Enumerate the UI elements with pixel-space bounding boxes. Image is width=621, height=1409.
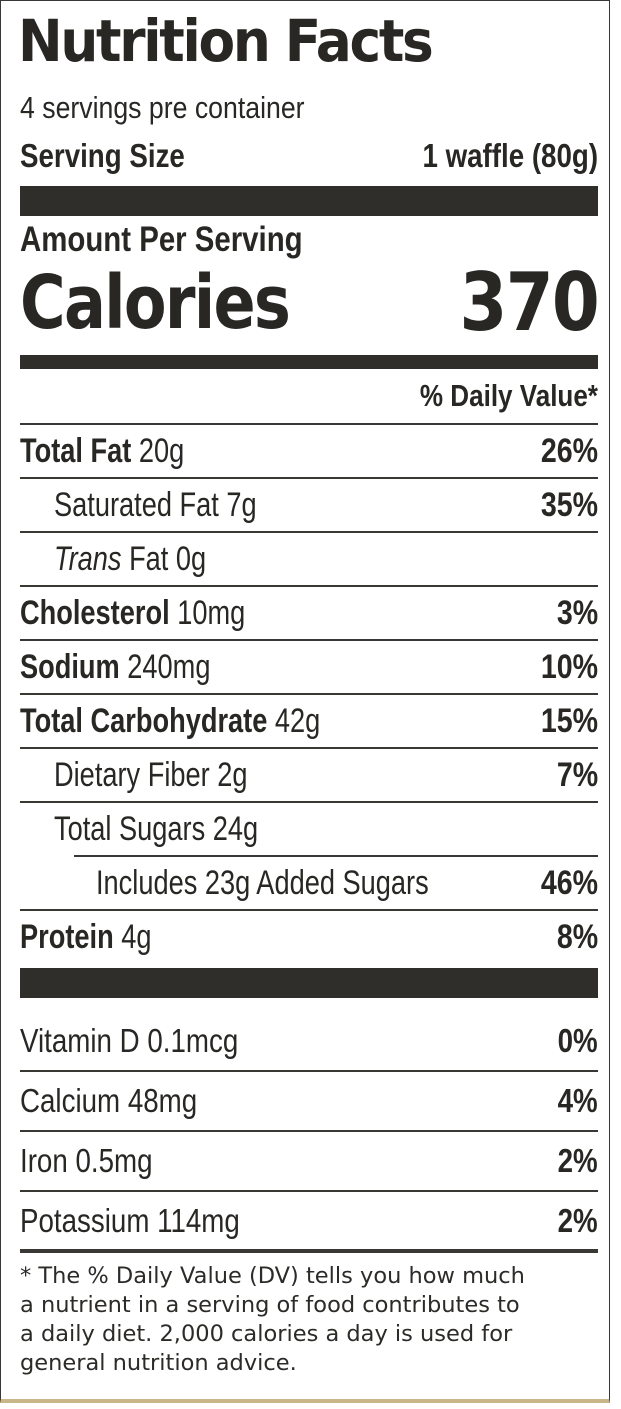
vitamin-name: Calcium 48mg [20, 1082, 198, 1119]
nutrition-facts-label [0, 0, 610, 1403]
label-title: Nutrition Facts [18, 7, 434, 75]
nutrient-row-added-sugars: Includes 23g Added Sugars 46% [74, 855, 598, 909]
nutrient-dv: 10% [540, 648, 598, 686]
nutrient-row-protein: Protein 4g 8% [20, 909, 598, 963]
nutrient-dv: 3% [556, 594, 598, 632]
nutrient-name: Sodium [20, 648, 120, 686]
thick-divider-top [20, 186, 598, 216]
vitamin-row-iron: Iron 0.5mg 2% [20, 1130, 598, 1188]
nutrient-dv: 8% [556, 918, 598, 956]
nutrient-name: Total Sugars 24g [54, 810, 259, 848]
vitamin-dv: 2% [557, 1142, 598, 1179]
daily-value-footnote: * The % Daily Value (DV) tells you how m… [20, 1262, 600, 1378]
footnote-line: a nutrient in a serving of food contribu… [20, 1292, 520, 1318]
footnote-line: general nutrition advice. [20, 1350, 297, 1376]
nutrient-row-total-carbohydrate: Total Carbohydrate 42g 15% [20, 693, 598, 747]
vitamin-name: Iron 0.5mg [20, 1142, 153, 1179]
nutrient-name: Total Carbohydrate [20, 702, 268, 740]
footnote-line: * The % Daily Value (DV) tells you how m… [20, 1263, 525, 1289]
nutrient-row-total-sugars: Total Sugars 24g [20, 801, 598, 855]
servings-per-container: 4 servings pre container [20, 90, 305, 125]
nutrient-name: Saturated Fat 7g [54, 486, 257, 524]
nutrient-name: Fat 0g [121, 540, 207, 578]
vitamin-dv: 2% [557, 1202, 598, 1239]
vitamin-dv: 4% [557, 1082, 598, 1119]
nutrient-name: Total Fat [20, 432, 132, 470]
nutrient-amount: 42g [274, 702, 321, 740]
nutrient-name: Protein [20, 918, 114, 956]
nutrient-row-saturated-fat: Saturated Fat 7g 35% [20, 477, 598, 531]
footnote-line: a daily diet. 2,000 calories a day is us… [20, 1321, 513, 1347]
vitamin-row-potassium: Potassium 114mg 2% [20, 1190, 598, 1248]
nutrient-row-cholesterol: Cholesterol 10mg 3% [20, 585, 598, 639]
nutrient-name: Cholesterol [20, 594, 170, 632]
nutrient-name-italic: Trans [54, 540, 122, 578]
nutrient-dv: 15% [540, 702, 598, 740]
calories-row: Calories 370 [20, 256, 600, 349]
vitamin-name: Vitamin D 0.1mcg [20, 1022, 239, 1059]
calories-label: Calories [20, 260, 291, 346]
daily-value-header: % Daily Value* [419, 378, 598, 413]
nutrient-amount: 10mg [177, 594, 246, 632]
footnote-divider [20, 1249, 598, 1253]
thick-divider-bottom [20, 968, 598, 998]
nutrient-amount: 4g [121, 918, 152, 956]
serving-size-value: 1 waffle (80g) [422, 137, 598, 174]
nutrient-dv: 26% [540, 432, 598, 470]
nutrient-dv: 35% [540, 486, 598, 524]
medium-divider [20, 355, 598, 369]
nutrient-row-sodium: Sodium 240mg 10% [20, 639, 598, 693]
vitamin-row-calcium: Calcium 48mg 4% [20, 1070, 598, 1128]
amount-per-serving: Amount Per Serving [20, 220, 303, 259]
serving-size-label: Serving Size [20, 137, 185, 174]
nutrient-row-total-fat: Total Fat 20g 26% [20, 423, 598, 477]
calories-value: 370 [459, 256, 600, 349]
nutrient-dv: 7% [556, 756, 598, 794]
nutrient-name: Includes 23g Added Sugars [96, 864, 429, 902]
serving-size-row: Serving Size 1 waffle (80g) [20, 136, 598, 176]
nutrient-name: Dietary Fiber 2g [54, 756, 248, 794]
nutrient-row-trans-fat: Trans Fat 0g [20, 531, 598, 585]
vitamin-dv: 0% [557, 1022, 598, 1059]
vitamin-name: Potassium 114mg [20, 1202, 240, 1239]
nutrient-row-dietary-fiber: Dietary Fiber 2g 7% [20, 747, 598, 801]
nutrient-dv: 46% [540, 864, 598, 902]
nutrient-amount: 240mg [127, 648, 211, 686]
nutrient-amount: 20g [138, 432, 185, 470]
vitamin-row-vitamin-d: Vitamin D 0.1mcg 0% [20, 1012, 598, 1070]
